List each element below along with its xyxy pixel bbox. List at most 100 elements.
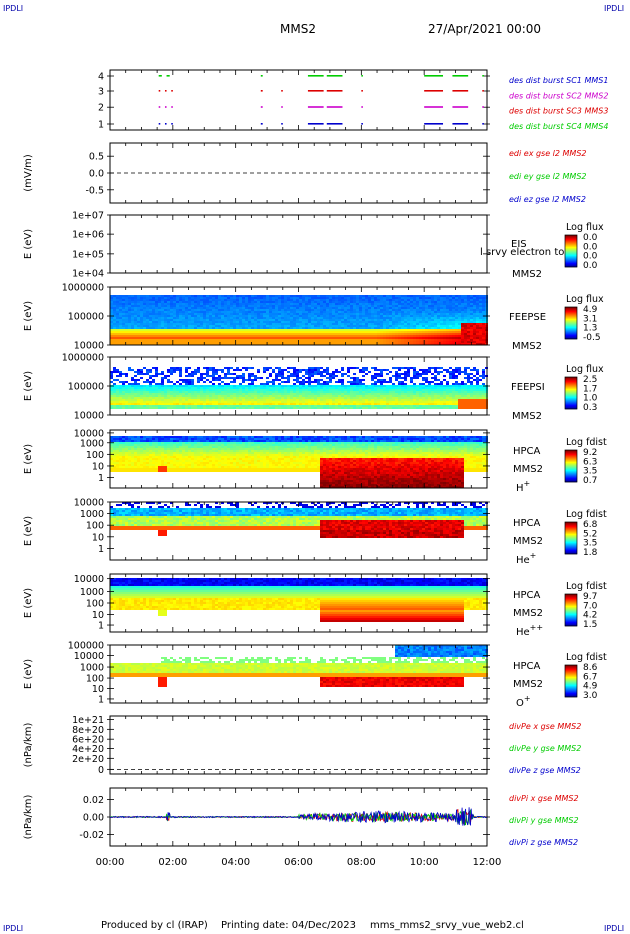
y-tick-label: 1000000 [62, 283, 104, 294]
colorbar-tick-label: 0.3 [583, 403, 597, 413]
x-tick-label: 10:00 [410, 857, 439, 868]
y-tick-label: 10 [92, 684, 104, 695]
burst-interval-mark [482, 106, 484, 108]
instrument-label: EIS [511, 239, 527, 250]
colorbar-tick-label: 3.1 [583, 314, 597, 324]
y-tick-label: 0.0 [89, 169, 104, 180]
y-tick-label: 10000 [74, 411, 104, 422]
x-tick-label: 12:00 [473, 857, 502, 868]
burst-interval-mark [452, 75, 469, 77]
burst-interval-mark [361, 75, 363, 77]
burst-interval-mark [326, 123, 343, 125]
species-label: He+ [516, 551, 536, 566]
burst-interval-mark [171, 106, 173, 108]
instrument-label: HPCA [513, 590, 541, 601]
panel-eis: 1e+07 1e+06 1e+05 1e+04 E (eV) EIS MMS2 l srvy … [23, 211, 604, 281]
burst-interval-mark [158, 90, 161, 92]
y-axis-label: E (eV) [23, 371, 34, 401]
x-tick-label: 00:00 [96, 857, 125, 868]
colorbar-tick-label: 2.5 [583, 375, 597, 385]
burst-interval-mark [281, 90, 283, 92]
instrument-label: HPCA [513, 518, 541, 529]
y-tick-label: 1000 [80, 509, 104, 520]
y-tick-label: 1 [98, 473, 104, 484]
colorbar-tick-label: 0.0 [583, 261, 598, 271]
colorbar-tick-label: 9.2 [583, 448, 597, 458]
y-tick-label: 1000000 [62, 353, 104, 364]
spectrogram-hpca_he [110, 502, 488, 530]
spectrogram-feepse [110, 295, 488, 345]
colorbar-title: Log flux [566, 294, 604, 305]
legend-entry: divPe z gse MMS2 [509, 766, 581, 775]
spectrogram-hpca_he [158, 530, 464, 538]
y-tick-label: 100000 [68, 382, 104, 393]
panel-edi: 0.5 0.0 -0.5 (mV/m) edi ex gse l2 MMS2 edi ey… [23, 142, 587, 204]
y-tick-label: 8e+20 [72, 725, 104, 736]
spacecraft-label: MMS2 [513, 464, 543, 475]
y-tick-label: 100 [86, 450, 104, 461]
y-tick-label: 1 [98, 544, 104, 555]
y-tick-label: 100000 [68, 312, 104, 323]
y-tick-label: 10000 [74, 498, 104, 509]
y-tick-label: 100 [86, 674, 104, 685]
species-label: O+ [516, 694, 531, 709]
burst-interval-mark [326, 90, 343, 92]
burst-interval-mark [166, 75, 170, 77]
y-tick-label: 1 [98, 694, 104, 705]
colorbar-tick-label: 1.5 [583, 620, 597, 630]
y-tick-label: 1e+06 [72, 230, 104, 241]
y-tick-label: 10 [92, 532, 104, 543]
burst-interval-mark [260, 75, 263, 77]
y-tick-label: 10000 [74, 574, 104, 585]
colorbar-tick-label: 3.5 [583, 539, 597, 549]
burst-interval-mark [260, 90, 263, 92]
colorbar-tick-label: 4.9 [583, 682, 598, 692]
spacecraft-label: MMS2 [513, 536, 543, 547]
panel-feepsi: 1000000 100000 10000 E (eV) FEEPSI MMS2 Log fl… [23, 353, 604, 423]
spacecraft-label: MMS2 [513, 679, 543, 690]
y-tick-label: -0.5 [85, 185, 104, 196]
burst-intervals [158, 75, 484, 125]
colorbar [564, 306, 578, 340]
legend-entry: edi ex gse l2 MMS2 [509, 149, 587, 158]
spacecraft-label: MMS2 [512, 269, 542, 280]
colorbar-tick-label: 0.0 [583, 233, 598, 243]
burst-interval-mark [171, 90, 173, 92]
y-axis-label: E (eV) [23, 516, 34, 546]
burst-interval-mark [260, 106, 263, 108]
y-tick-label: 1 [98, 621, 104, 632]
legend-entry: des dist burst SC4 MMS4 [509, 122, 608, 131]
spectrogram-feepsi [110, 367, 488, 409]
y-tick-label: 1 [98, 120, 104, 131]
y-tick-label: 1e+21 [72, 715, 104, 726]
colorbar-tick-label: 1.0 [583, 394, 598, 404]
instrument-label: FEEPSI [511, 382, 545, 393]
colorbar-tick-label: 8.6 [583, 663, 598, 673]
burst-interval-mark [164, 123, 167, 125]
divpi-series-trace [109, 807, 487, 826]
burst-interval-mark [171, 123, 173, 125]
panel-feepse: 1000000 100000 10000 E (eV) FEEPSE MMS2 Log fl… [23, 283, 604, 353]
y-tick-label: -0.02 [79, 830, 104, 841]
x-tick-label: 08:00 [347, 857, 376, 868]
burst-interval-mark [307, 106, 324, 108]
colorbar-tick-label: 5.2 [583, 529, 597, 539]
spacecraft-label: MMS2 [513, 608, 543, 619]
colorbar [564, 664, 578, 698]
legend-entry: divPi y gse MMS2 [509, 816, 579, 825]
y-axis-label: (nPa/km) [23, 723, 34, 768]
legend-entry: des dist burst SC2 MMS2 [509, 91, 608, 100]
y-axis-label: E (eV) [23, 301, 34, 331]
instrument-label: HPCA [513, 661, 541, 672]
y-tick-label: 1e+05 [72, 249, 104, 260]
y-axis-label: (mV/m) [23, 154, 34, 192]
burst-interval-mark [164, 90, 167, 92]
corner-label-top-left: IPDLI [3, 4, 24, 13]
corner-label-bottom-right: IPDLI [604, 924, 625, 933]
plot-title: MMS2 [280, 22, 316, 36]
burst-interval-mark [281, 106, 283, 108]
y-tick-label: 4e+20 [72, 744, 104, 755]
